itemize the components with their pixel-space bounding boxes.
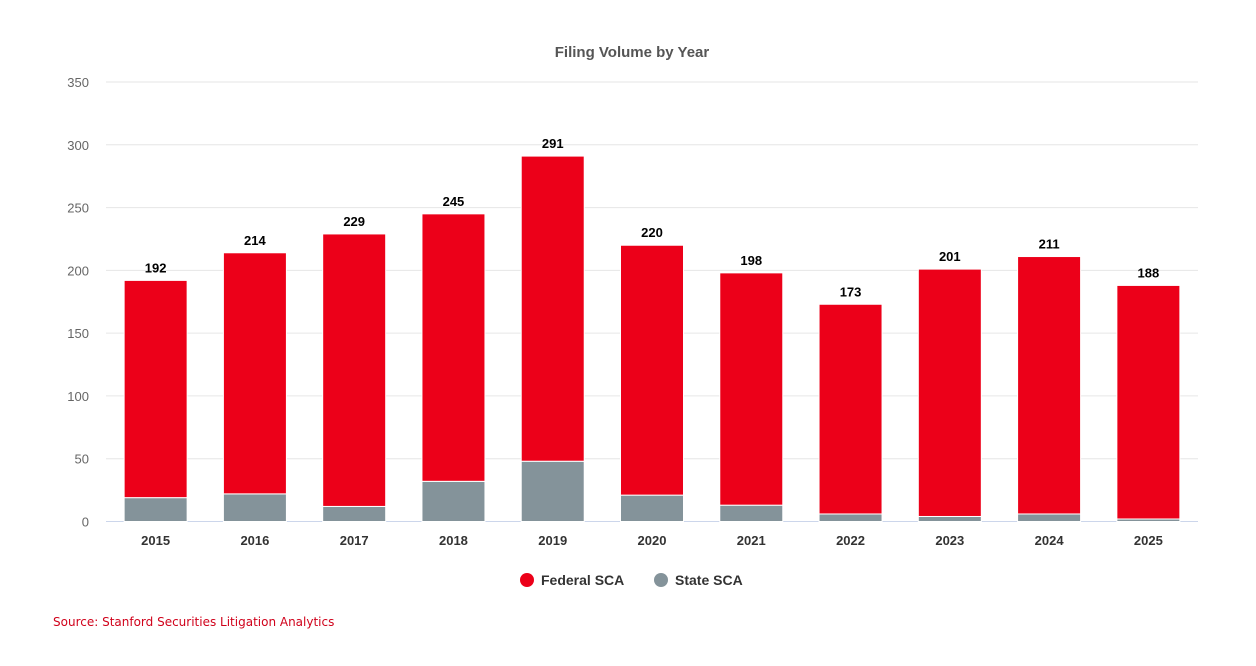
bar-state-sca (719, 504, 784, 523)
bar-federal-sca (620, 244, 684, 496)
bar-federal-sca (222, 252, 287, 495)
legend-label: State SCA (675, 572, 743, 588)
bar-state-sca (1017, 513, 1082, 522)
source-note: Source: Stanford Securities Litigation A… (53, 615, 335, 629)
bar-federal-sca (1017, 256, 1082, 515)
y-tick-label: 200 (67, 263, 89, 278)
x-tick-label: 2020 (638, 533, 667, 548)
bar-state-sca (222, 493, 287, 523)
y-tick-label: 0 (82, 515, 89, 530)
bar-state-sca (520, 460, 585, 522)
bar-chart: Filing Volume by Year 0 50 100 150 200 250 300… (67, 44, 1198, 588)
legend-marker (520, 573, 534, 587)
bar-federal-sca (1116, 284, 1181, 520)
x-tick-label: 2017 (340, 533, 369, 548)
data-label: 245 (443, 194, 465, 209)
bar-federal-sca (520, 155, 585, 462)
chart-title: Filing Volume by Year (555, 44, 710, 61)
data-label: 188 (1138, 265, 1160, 280)
bar-federal-sca (719, 272, 784, 506)
legend-marker (654, 573, 668, 587)
data-label: 291 (542, 136, 564, 151)
x-tick-label: 2016 (240, 533, 269, 548)
bar-state-sca (123, 497, 188, 522)
x-tick-label: 2015 (141, 533, 170, 548)
bar-federal-sca (818, 303, 883, 515)
bar-federal-sca (123, 279, 188, 499)
data-label: 229 (343, 214, 365, 229)
y-tick-label: 350 (67, 75, 89, 90)
data-label: 192 (145, 260, 167, 275)
data-label: 198 (740, 253, 762, 268)
y-tick-label: 150 (67, 326, 89, 341)
bar-state-sca (818, 513, 883, 522)
bar-federal-sca (917, 268, 982, 517)
data-label: 201 (939, 249, 961, 264)
legend-label: Federal SCA (541, 572, 624, 588)
x-tick-label: 2024 (1035, 533, 1065, 548)
bar-federal-sca (322, 233, 387, 507)
y-tick-label: 50 (75, 452, 89, 467)
bar-federal-sca (421, 213, 486, 482)
bar-state-sca (421, 480, 486, 522)
x-tick-label: 2021 (737, 533, 766, 548)
data-label: 214 (244, 233, 266, 248)
x-tick-label: 2023 (935, 533, 964, 548)
data-label: 211 (1039, 237, 1060, 252)
bar-state-sca (322, 505, 387, 522)
x-tick-label: 2025 (1134, 533, 1163, 548)
x-tick-label: 2018 (439, 533, 468, 548)
x-tick-label: 2019 (538, 533, 567, 548)
x-tick-label: 2022 (836, 533, 865, 548)
y-tick-label: 300 (67, 138, 89, 153)
y-tick-label: 250 (67, 201, 89, 216)
data-label: 173 (840, 284, 862, 299)
y-tick-label: 100 (67, 389, 89, 404)
bar-state-sca (917, 515, 982, 523)
bar-state-sca (620, 494, 684, 523)
data-label: 220 (641, 225, 663, 240)
